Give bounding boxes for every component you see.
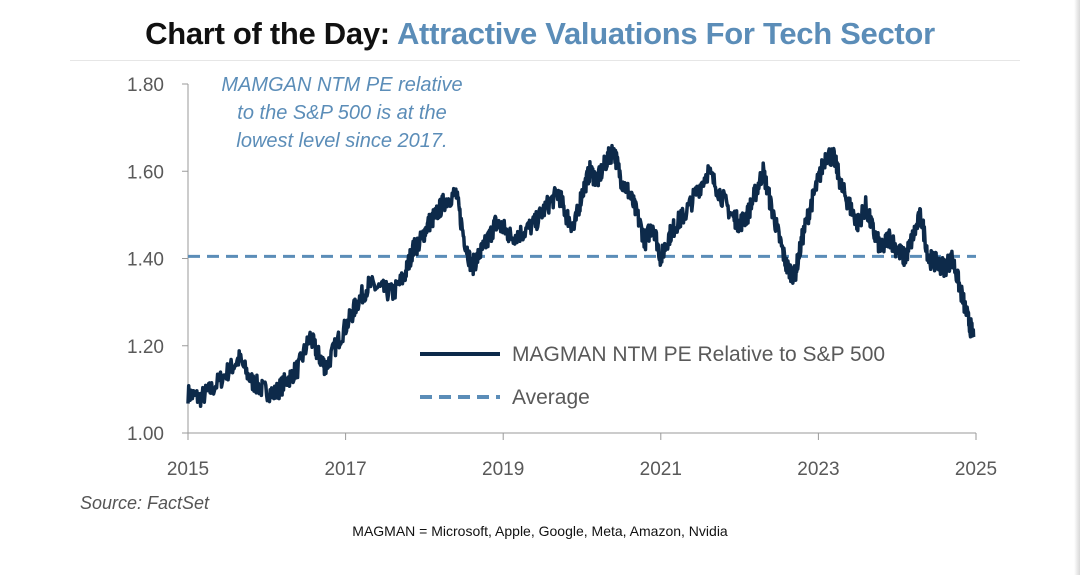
annotation-line: lowest level since 2017. xyxy=(236,130,447,152)
y-tick-label: 1.00 xyxy=(127,424,164,445)
series-line xyxy=(186,143,976,409)
annotation-line: to the S&P 500 is at the xyxy=(237,102,446,124)
page-edge-shadow xyxy=(1074,0,1080,575)
legend-label-average: Average xyxy=(512,386,590,409)
title-divider xyxy=(70,60,1020,61)
y-tick-label: 1.80 xyxy=(127,75,164,96)
y-tick-label: 1.60 xyxy=(127,162,164,183)
x-tick-label: 2021 xyxy=(640,459,682,480)
y-tick-label: 1.20 xyxy=(127,337,164,358)
annotation: MAMGAN NTM PE relative to the S&P 500 is … xyxy=(221,74,462,152)
chart-axes: 1.00 1.20 1.40 1.60 1.80 2015 2017 2019 2021 2023… xyxy=(127,75,997,480)
series-layer xyxy=(186,143,976,409)
legend-label-series: MAGMAN NTM PE Relative to S&P 500 xyxy=(512,343,885,366)
chart-title-main: Attractive Valuations For Tech Sector xyxy=(396,16,935,51)
chart-title: Chart of the Day: Attractive Valuations … xyxy=(0,16,1080,52)
x-tick-label: 2019 xyxy=(482,459,524,480)
chart-title-prefix: Chart of the Day: xyxy=(145,16,390,51)
x-tick-label: 2023 xyxy=(797,459,839,480)
footnote: MAGMAN = Microsoft, Apple, Google, Meta,… xyxy=(352,523,728,539)
legend: MAGMAN NTM PE Relative to S&P 500 Average xyxy=(420,343,885,409)
x-tick-label: 2015 xyxy=(167,459,209,480)
y-tick-label: 1.40 xyxy=(127,250,164,271)
x-tick-label: 2025 xyxy=(955,459,997,480)
annotation-line: MAMGAN NTM PE relative xyxy=(221,74,462,96)
x-tick-label: 2017 xyxy=(324,459,366,480)
source-note: Source: FactSet xyxy=(80,493,210,513)
